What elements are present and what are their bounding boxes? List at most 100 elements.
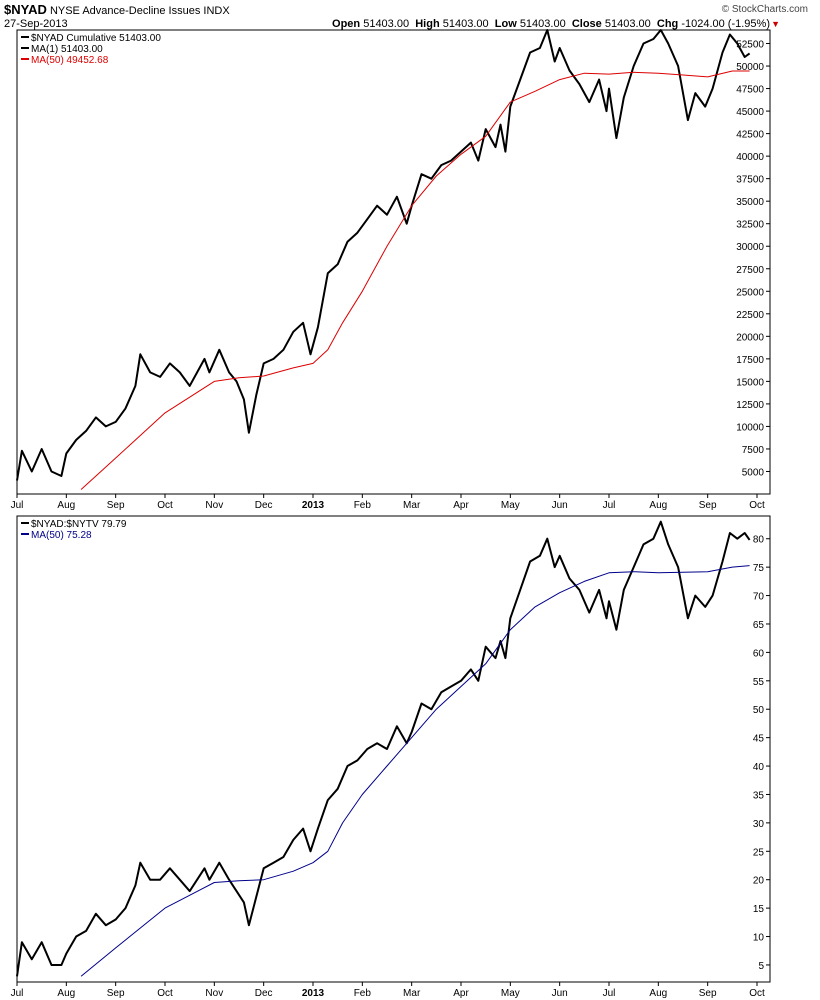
low-value: 51403.00 bbox=[519, 18, 566, 30]
x-tick-label: Sep bbox=[699, 988, 717, 999]
panel-frame bbox=[16, 29, 771, 495]
y-tick-label: 45000 bbox=[736, 107, 764, 118]
series-line-price bbox=[16, 29, 751, 481]
x-tick-label: Mar bbox=[403, 500, 421, 511]
y-tick-label: 35 bbox=[753, 790, 765, 801]
ticker-exchange: INDX bbox=[203, 5, 230, 17]
y-tick-label: 27500 bbox=[736, 265, 764, 276]
close-label: Close bbox=[571, 18, 602, 30]
x-tick-label: Jul bbox=[11, 988, 24, 999]
x-tick-label: Aug bbox=[649, 988, 667, 999]
y-tick-label: 50 bbox=[753, 705, 765, 716]
y-tick-label: 25 bbox=[753, 847, 765, 858]
low-label: Low bbox=[494, 18, 517, 30]
x-tick-label: May bbox=[501, 988, 520, 999]
down-arrow-icon: ▼ bbox=[771, 19, 780, 29]
y-tick-label: 20 bbox=[753, 876, 765, 887]
chart-date: 27-Sep-2013 bbox=[4, 18, 68, 30]
x-tick-label: Oct bbox=[749, 500, 765, 511]
y-tick-label: 30 bbox=[753, 819, 765, 830]
x-tick-label: 2013 bbox=[302, 988, 325, 999]
y-tick-label: 15 bbox=[753, 904, 765, 915]
x-tick-label: Jul bbox=[11, 500, 24, 511]
chart-panel-1: 5000 7500 10000 12500 15000 17500 20000 22500 25… bbox=[11, 29, 771, 511]
y-tick-label: 45 bbox=[753, 734, 765, 745]
y-tick-label: 55 bbox=[753, 677, 765, 688]
y-tick-label: 32500 bbox=[736, 220, 764, 231]
y-tick-label: 47500 bbox=[736, 85, 764, 96]
y-tick-label: 70 bbox=[753, 592, 765, 603]
x-tick-label: Feb bbox=[354, 500, 372, 511]
y-tick-label: 10000 bbox=[736, 422, 764, 433]
x-tick-label: Dec bbox=[255, 500, 273, 511]
legend-entry: MA(1) 51403.00 bbox=[31, 44, 103, 55]
y-tick-label: 25000 bbox=[736, 287, 764, 298]
y-tick-label: 40 bbox=[753, 762, 765, 773]
y-tick-label: 60 bbox=[753, 648, 765, 659]
chg-label: Chg bbox=[656, 18, 679, 30]
y-tick-label: 10 bbox=[753, 933, 765, 944]
chg-arrow: ▼ bbox=[771, 19, 780, 29]
x-tick-label: Jul bbox=[603, 500, 616, 511]
x-tick-label: Mar bbox=[403, 988, 421, 999]
x-tick-label: Aug bbox=[57, 500, 75, 511]
x-tick-label: Oct bbox=[157, 988, 173, 999]
y-tick-label: 15000 bbox=[736, 377, 764, 388]
chart-panel-2: 5 10 15 20 25 30 35 40 45 50 55 60 65 70 75 80 Jul Aug Sep… bbox=[11, 515, 771, 999]
x-tick-label: Sep bbox=[107, 500, 125, 511]
x-tick-label: Nov bbox=[205, 988, 223, 999]
x-tick-label: 2013 bbox=[302, 500, 325, 511]
x-tick-label: Aug bbox=[649, 500, 667, 511]
x-tick-label: Feb bbox=[354, 988, 372, 999]
y-tick-label: 20000 bbox=[736, 332, 764, 343]
x-tick-label: Dec bbox=[255, 988, 273, 999]
y-tick-label: 7500 bbox=[742, 445, 765, 456]
high-label: High bbox=[415, 18, 440, 30]
y-tick-label: 30000 bbox=[736, 242, 764, 253]
legend-entry: MA(50) 49452.68 bbox=[31, 55, 109, 66]
y-tick-label: 5 bbox=[758, 961, 764, 972]
x-tick-label: Jun bbox=[552, 988, 568, 999]
ticker-symbol: $NYAD bbox=[4, 2, 47, 17]
legend-entry: $NYAD:$NYTV 79.79 bbox=[31, 519, 127, 530]
y-tick-label: 5000 bbox=[742, 467, 765, 478]
x-tick-label: Apr bbox=[453, 500, 469, 511]
open-label: Open bbox=[332, 18, 361, 30]
x-tick-label: Jun bbox=[552, 500, 568, 511]
series-line-ma50 bbox=[80, 565, 750, 977]
x-tick-label: Sep bbox=[699, 500, 717, 511]
legend-entry: MA(50) 75.28 bbox=[31, 530, 92, 541]
y-tick-label: 40000 bbox=[736, 152, 764, 163]
y-tick-label: 52500 bbox=[736, 40, 764, 51]
ticker-name: NYSE Advance-Decline Issues bbox=[49, 5, 201, 17]
date-label: 27-Sep-2013 bbox=[4, 18, 68, 30]
x-tick-label: Apr bbox=[453, 988, 469, 999]
y-tick-label: 35000 bbox=[736, 197, 764, 208]
y-tick-label: 12500 bbox=[736, 400, 764, 411]
y-tick-label: 42500 bbox=[736, 130, 764, 141]
watermark: © StockCharts.com bbox=[722, 4, 808, 15]
x-tick-label: May bbox=[501, 500, 520, 511]
watermark-text: © StockCharts.com bbox=[721, 4, 808, 15]
x-tick-label: Aug bbox=[57, 988, 75, 999]
y-tick-label: 65 bbox=[753, 620, 765, 631]
y-tick-label: 17500 bbox=[736, 355, 764, 366]
series-line-ma50 bbox=[80, 70, 750, 490]
x-tick-label: Oct bbox=[157, 500, 173, 511]
series-line-price bbox=[16, 520, 751, 977]
chart-header: $NYAD NYSE Advance-Decline Issues INDX bbox=[4, 2, 230, 17]
panel-frame bbox=[16, 515, 771, 983]
y-tick-label: 80 bbox=[753, 535, 765, 546]
open-value: 51403.00 bbox=[363, 18, 410, 30]
x-tick-label: Sep bbox=[107, 988, 125, 999]
ohlc-bar: Open 51403.00 High 51403.00 Low 51403.00… bbox=[332, 18, 770, 30]
y-tick-label: 37500 bbox=[736, 175, 764, 186]
x-tick-label: Oct bbox=[749, 988, 765, 999]
x-tick-label: Jul bbox=[603, 988, 616, 999]
chg-value: -1024.00 (-1.95%) bbox=[681, 18, 770, 30]
legend-entry: $NYAD Cumulative 51403.00 bbox=[31, 33, 161, 44]
y-tick-label: 22500 bbox=[736, 310, 764, 321]
close-value: 51403.00 bbox=[604, 18, 651, 30]
y-tick-label: 75 bbox=[753, 563, 765, 574]
